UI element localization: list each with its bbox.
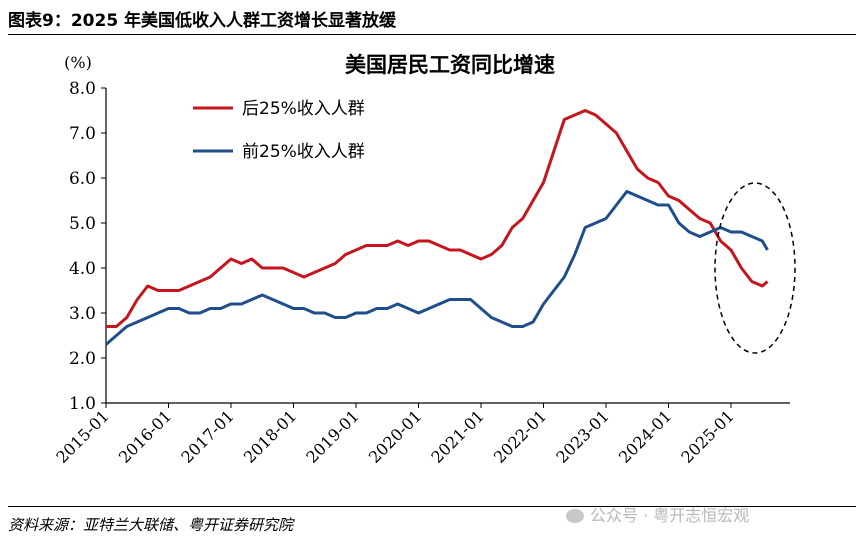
series-lines	[105, 109, 769, 346]
x-tick-label: 2024-01	[615, 406, 675, 466]
x-tick-label: 2023-01	[552, 406, 612, 466]
source-note: 资料来源：亚特兰大联储、粤开证券研究院	[8, 516, 294, 534]
y-tick-label: 1.0	[69, 394, 96, 414]
series-line-0	[106, 109, 769, 328]
y-axis-unit: (%)	[64, 53, 92, 72]
y-tick-label: 8.0	[69, 79, 96, 99]
x-tick-label: 2019-01	[302, 406, 362, 466]
x-tick-label: 2021-01	[427, 406, 487, 466]
watermark: 公众号 · 粤开志恒宏观	[566, 502, 749, 526]
y-tick-label: 7.0	[69, 124, 96, 144]
top-rule	[8, 34, 856, 35]
y-tick-label: 5.0	[69, 214, 96, 234]
wechat-icon	[566, 508, 584, 523]
x-tick-label: 2022-01	[490, 406, 550, 466]
watermark-text: 公众号 · 粤开志恒宏观	[590, 506, 750, 525]
y-tick-label: 6.0	[69, 169, 96, 189]
figure-title: 图表9：2025 年美国低收入人群工资增长显著放缓	[8, 11, 397, 31]
y-tick-labels: 1.0 2.0 3.0 4.0 5.0 6.0 7.0 8.0	[69, 79, 96, 414]
x-tick-label: 2015-01	[52, 406, 112, 466]
series-line-1	[105, 190, 769, 346]
legend-label-0: 后25%收入人群	[242, 99, 365, 119]
y-tick-label: 3.0	[69, 304, 96, 324]
x-tick-label: 2017-01	[177, 406, 237, 466]
axes	[101, 87, 790, 408]
x-tick-label: 2025-01	[677, 406, 737, 466]
x-tick-label: 2018-01	[240, 406, 300, 466]
bottom-rule	[8, 506, 856, 507]
y-tick-label: 2.0	[69, 349, 96, 369]
legend-label-1: 前25%收入人群	[242, 142, 365, 162]
chart-title: 美国居民工资同比增速	[345, 53, 555, 77]
y-tick-label: 4.0	[69, 259, 96, 279]
highlight-ellipse	[714, 182, 796, 354]
x-tick-labels: 2015-01 2016-01 2017-01 2018-01 2019-01 2020-…	[52, 406, 737, 466]
x-tick-label: 2016-01	[115, 406, 175, 466]
x-tick-label: 2020-01	[365, 406, 425, 466]
